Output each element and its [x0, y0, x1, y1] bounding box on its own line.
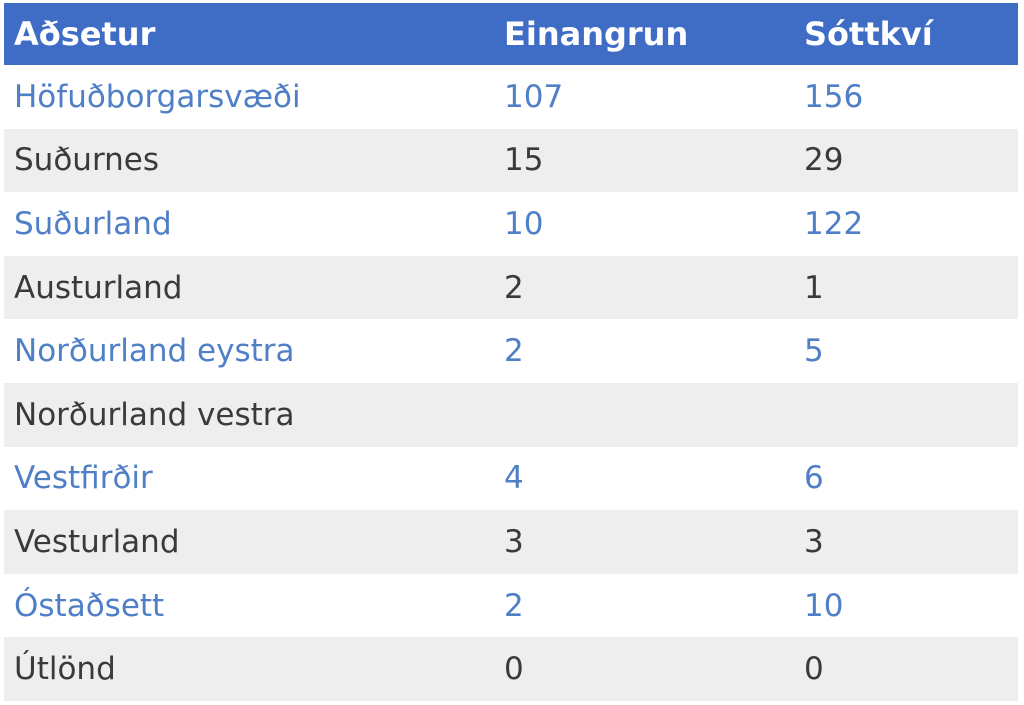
isolation-count: 2 — [494, 255, 794, 320]
header-residence: Aðsetur — [4, 3, 494, 65]
region-name: Norðurland eystra — [4, 319, 494, 383]
quarantine-count — [794, 382, 1018, 447]
table-row: Austurland 2 1 — [4, 255, 1018, 320]
table-header-row: Aðsetur Einangrun Sóttkví — [4, 3, 1018, 65]
table-row: Óstaðsett 2 10 — [4, 573, 1018, 638]
quarantine-count: 0 — [794, 637, 1018, 701]
isolation-count: 0 — [494, 637, 794, 701]
region-name: Óstaðsett — [4, 573, 494, 638]
region-name: Suðurland — [4, 192, 494, 256]
quarantine-count: 5 — [794, 319, 1018, 383]
table-row: Norðurland vestra — [4, 382, 1018, 447]
quarantine-count: 10 — [794, 573, 1018, 638]
quarantine-count: 6 — [794, 446, 1018, 511]
region-name: Suðurnes — [4, 128, 494, 193]
isolation-count: 2 — [494, 573, 794, 638]
region-name: Vesturland — [4, 510, 494, 574]
region-name: Vestfirðir — [4, 446, 494, 511]
region-name: Höfuðborgarsvæði — [4, 65, 494, 129]
region-name: Austurland — [4, 255, 494, 320]
table-row: Höfuðborgarsvæði 107 156 — [4, 65, 1018, 129]
table-row: Suðurland 10 122 — [4, 192, 1018, 256]
table-row: Norðurland eystra 2 5 — [4, 319, 1018, 383]
header-isolation: Einangrun — [494, 3, 794, 65]
quarantine-count: 1 — [794, 255, 1018, 320]
isolation-count: 107 — [494, 65, 794, 129]
table-row: Útlönd 0 0 — [4, 637, 1018, 701]
quarantine-count: 29 — [794, 128, 1018, 193]
table-row: Vesturland 3 3 — [4, 510, 1018, 574]
isolation-count: 10 — [494, 192, 794, 256]
isolation-count: 2 — [494, 319, 794, 383]
isolation-count: 15 — [494, 128, 794, 193]
quarantine-count: 156 — [794, 65, 1018, 129]
isolation-count — [494, 382, 794, 447]
header-quarantine: Sóttkví — [794, 3, 1018, 65]
quarantine-count: 3 — [794, 510, 1018, 574]
table-row: Suðurnes 15 29 — [4, 128, 1018, 193]
table-row: Vestfirðir 4 6 — [4, 446, 1018, 511]
quarantine-count: 122 — [794, 192, 1018, 256]
region-name: Útlönd — [4, 637, 494, 701]
region-name: Norðurland vestra — [4, 382, 494, 447]
isolation-count: 3 — [494, 510, 794, 574]
region-table: Aðsetur Einangrun Sóttkví Höfuðborgarsvæ… — [4, 3, 1018, 701]
isolation-count: 4 — [494, 446, 794, 511]
